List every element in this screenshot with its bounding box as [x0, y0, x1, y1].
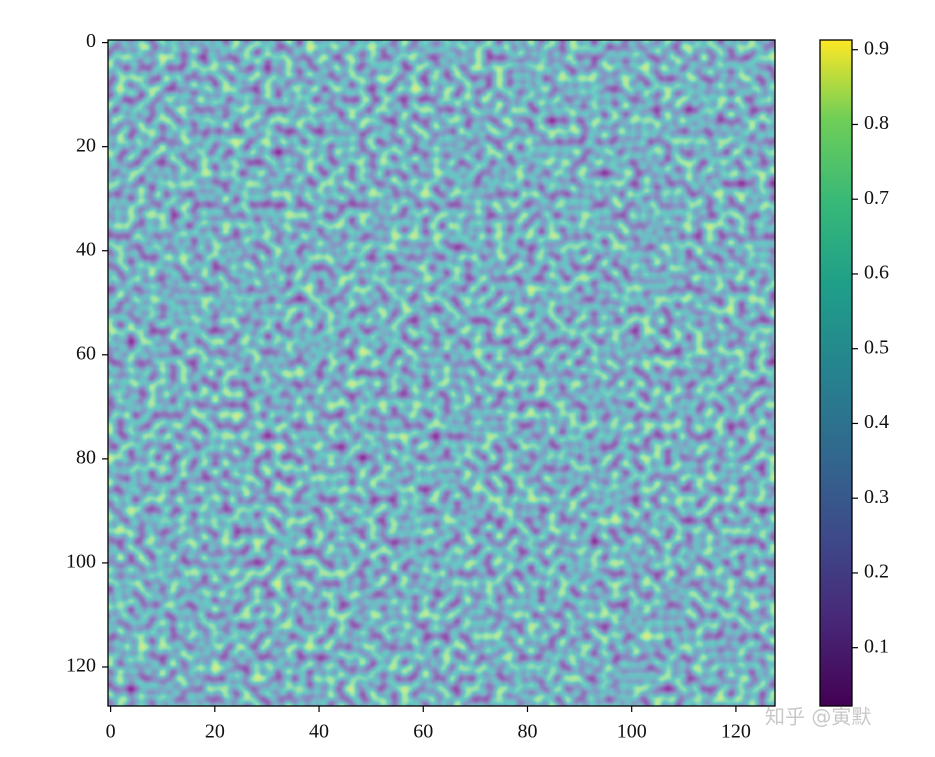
x-tick-label: 40 [309, 721, 329, 743]
colorbar-tick-label: 0.4 [864, 411, 889, 433]
x-tick-label: 0 [106, 721, 116, 743]
y-tick-label: 40 [76, 238, 96, 260]
x-tick-label: 60 [413, 721, 433, 743]
colorbar-tick-label: 0.6 [864, 262, 889, 284]
y-tick-label: 60 [76, 342, 96, 364]
colorbar-tick-label: 0.8 [864, 112, 889, 134]
colorbar-tick-label: 0.5 [864, 336, 889, 358]
y-tick-label: 20 [76, 134, 96, 156]
colorbar-tick-label: 0.9 [864, 37, 889, 59]
plot-frame [107, 39, 776, 707]
x-tick-label: 20 [205, 721, 225, 743]
y-tick-label: 80 [76, 446, 96, 468]
colorbar-tick-label: 0.7 [864, 187, 889, 209]
y-tick-label: 120 [66, 655, 96, 677]
colorbar-tick-label: 0.3 [864, 486, 889, 508]
y-tick-label: 100 [66, 551, 96, 573]
y-tick-label: 0 [86, 30, 96, 52]
x-tick-label: 120 [721, 721, 751, 743]
colorbar-tick-label: 0.2 [864, 561, 889, 583]
colorbar [819, 39, 853, 707]
watermark: 知乎 @寅默 [765, 705, 871, 729]
x-tick-label: 80 [517, 721, 537, 743]
x-tick-label: 100 [617, 721, 647, 743]
colorbar-tick-label: 0.1 [864, 635, 889, 657]
heatmap-texture [108, 40, 775, 706]
